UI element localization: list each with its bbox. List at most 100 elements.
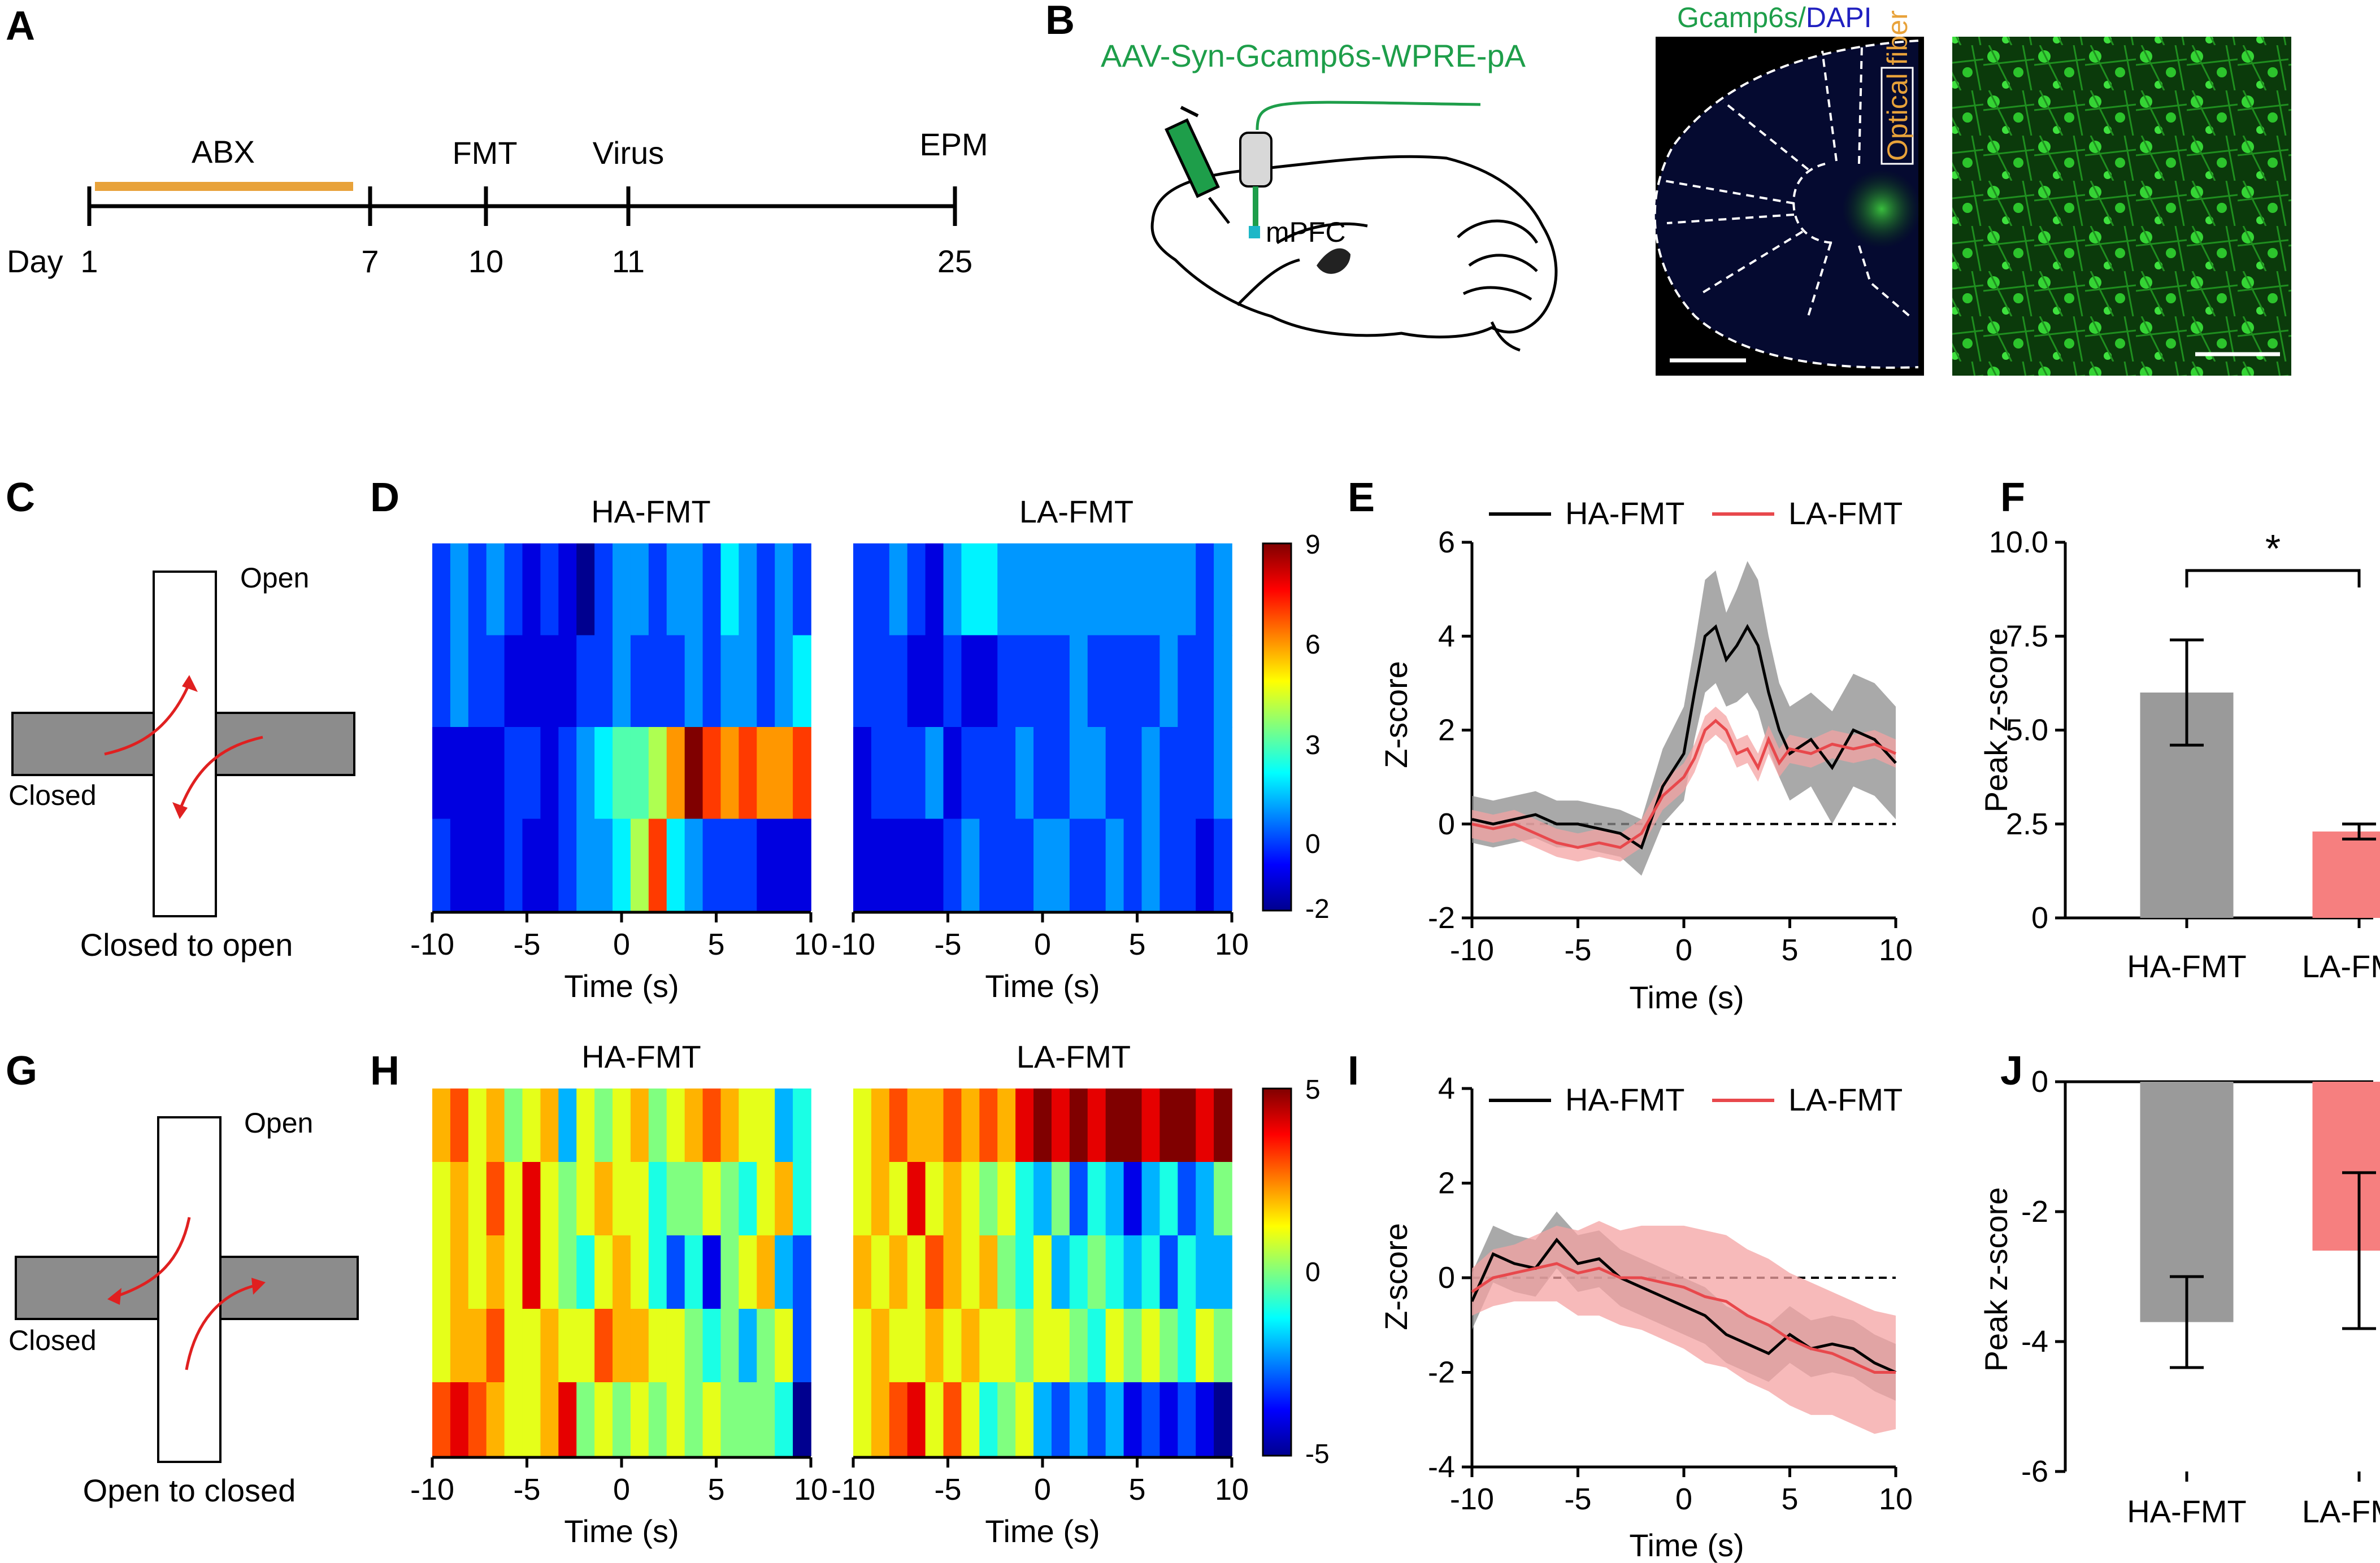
heatmap-cell [684,818,703,911]
line-chart-e: HA-FMT LA-FMT Z-score Time (s) -2 0 2 4 6 -10… [1378,495,1913,1015]
x-tick-label: 0 [613,1473,630,1507]
heatmap-cell [450,1089,469,1163]
heatmap-cell [757,543,775,636]
heatmap-cell [979,1235,998,1309]
heatmap-cell [1033,727,1052,820]
optical-fiber-label: Optical fiber [1882,10,1913,161]
x-category-label: LA-FMT [2302,1494,2380,1529]
colorbar [1262,542,1292,912]
heatmap-cell [504,1382,523,1456]
heatmap-cell [889,727,908,820]
heatmap-cell [684,727,703,820]
heatmap-cell [1015,1309,1034,1383]
y-axis-label: Z-score [1378,1223,1414,1330]
heatmap-cell [486,1309,505,1383]
day-tick: 7 [361,243,379,279]
injection-site [1249,226,1260,238]
heatmap-cell [871,818,890,911]
heatmap-cell [432,1162,451,1236]
heatmap-cell [1214,1382,1232,1456]
heatmap-cell [775,635,793,728]
heatmap-cell [1141,1382,1161,1456]
maze-closed-to-open: Open Closed Closed to open [8,562,355,963]
open-label: Open [244,1107,313,1139]
heatmap-cell [925,1382,944,1456]
heatmap-cell [558,1382,577,1456]
heatmap-cell [757,727,775,820]
heatmap-title: HA-FMT [581,1039,701,1074]
heatmap-cell [1178,1309,1196,1383]
heatmap-cell [1123,635,1143,728]
heatmap-cell [720,1235,740,1309]
x-tick-label: -5 [513,928,540,961]
heatmap-cell [648,1235,667,1309]
heatmap-cell [961,635,980,728]
legend-la: LA-FMT [1788,495,1903,531]
heatmap-cell [1033,1089,1052,1163]
heatmap-cell [576,543,595,636]
heatmap-cell [702,1162,722,1236]
heatmap-cell [486,1235,505,1309]
heatmap-cell [925,818,944,911]
x-tick-label: 5 [707,928,724,961]
heatmap-cell [468,818,487,911]
heatmap-cell [522,818,541,911]
heatmap-cell [1178,727,1196,820]
heatmap-cell [793,543,811,636]
heatmap-cell [613,1089,631,1163]
heatmap-cell [1051,543,1070,636]
x-tick-label: 10 [1215,1473,1249,1507]
heatmap-cell [504,635,523,728]
heatmap-cell [613,1382,631,1456]
x-category-label: HA-FMT [2127,1494,2247,1529]
heatmap-cell [666,543,685,636]
heatmap-cell [1123,727,1143,820]
heatmap-cell [648,543,667,636]
heatmap-cell [1087,727,1106,820]
heatmap-cell [1141,1309,1161,1383]
y-tick-label: 6 [1438,525,1455,559]
x-axis-label: Time (s) [985,1513,1100,1549]
heatmap-cell [1159,1309,1179,1383]
heatmap-cell [504,818,523,911]
virus-label: AAV-Syn-Gcamp6s-WPRE-pA [1101,38,1526,73]
heatmap-cell [853,1162,872,1236]
heatmap-cell [1033,1309,1052,1383]
x-category-label: LA-FMT [2302,948,2380,984]
heatmap-cell [504,1309,523,1383]
heatmap-cell [1033,635,1052,728]
heatmap-cell [540,635,559,728]
heatmap-cell [1033,1382,1052,1456]
heatmap-cell [666,818,685,911]
x-tick-label: 5 [1128,1473,1145,1507]
open-label: Open [240,562,309,594]
panel-label-h: H [370,1048,399,1094]
heatmap-cell [666,1382,685,1456]
heatmap-panel-h: HA-FMT LA-FMT -10 -5 0 5 10 Time (s) -10 -5 0 5 10… [410,1039,1330,1549]
heatmap-cell [594,543,613,636]
heatmap-cell [1159,543,1179,636]
heatmap-cell [943,1235,962,1309]
heatmap-cell [648,635,667,728]
colorbar-tick: 0 [1305,1257,1321,1287]
panel-label-f: F [2000,475,2025,520]
fiber-track [1880,67,1914,165]
heatmap-cell [666,1089,685,1163]
heatmap-panel-d: HA-FMT LA-FMT -10 -5 0 5 10 Time (s) -10 -5 0 5 10… [410,494,1330,1004]
heatmap-cell [979,1382,998,1456]
heatmap-cell [702,1309,722,1383]
series-line [1471,719,1897,849]
closed-label: Closed [8,1325,97,1356]
y-axis-label: Peak z-score [1978,628,2014,813]
heatmap-cell [1214,818,1232,911]
heatmap-cell [450,1382,469,1456]
heatmap-cell [720,1162,740,1236]
day-label: Day [7,243,63,279]
heatmap-cell [666,1162,685,1236]
heatmap-cell [576,1089,595,1163]
heatmap-cell [1159,1382,1179,1456]
heatmap-cell [486,727,505,820]
series-line [1471,624,1897,850]
colorbar [1262,1087,1292,1457]
